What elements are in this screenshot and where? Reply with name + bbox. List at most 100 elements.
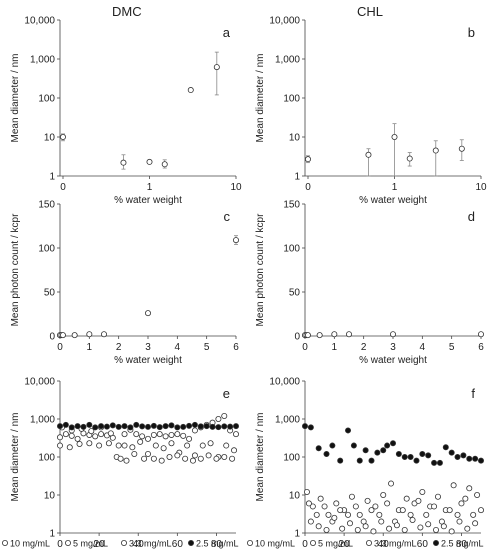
x-tick-label: 3 bbox=[390, 342, 396, 353]
data-point bbox=[466, 455, 473, 462]
series-data bbox=[304, 123, 465, 177]
data-point bbox=[66, 444, 73, 451]
legend-marker bbox=[432, 540, 439, 547]
data-point bbox=[137, 438, 144, 445]
data-point bbox=[323, 450, 330, 457]
data-point bbox=[187, 87, 194, 94]
legend-label: 10 mg/mL bbox=[10, 539, 50, 549]
data-point bbox=[161, 161, 168, 168]
data-point bbox=[425, 521, 432, 528]
x-tick-label: 80 bbox=[456, 539, 468, 550]
data-point bbox=[86, 421, 93, 428]
data-point bbox=[425, 452, 432, 459]
x-tick-label: 0 bbox=[60, 182, 66, 193]
data-point bbox=[431, 459, 438, 466]
data-point bbox=[68, 432, 75, 439]
x-tick-label: 5 bbox=[449, 342, 455, 353]
series-2-5-mg-ml bbox=[301, 423, 484, 466]
data-point bbox=[456, 518, 463, 525]
legend-marker bbox=[65, 540, 72, 547]
y-tick-label: 100 bbox=[283, 453, 300, 464]
data-point bbox=[144, 435, 151, 442]
data-point bbox=[133, 431, 140, 438]
y-tick-label: 10,000 bbox=[24, 377, 55, 388]
column-title-dmc: DMC bbox=[112, 4, 142, 19]
data-point bbox=[203, 423, 210, 430]
data-point bbox=[121, 423, 128, 430]
data-point bbox=[321, 503, 328, 510]
data-point bbox=[450, 482, 457, 489]
x-tick-label: 10 bbox=[230, 182, 242, 193]
data-point bbox=[331, 331, 338, 338]
data-point bbox=[477, 507, 484, 514]
column-title-chl: CHL bbox=[357, 4, 384, 19]
x-tick-label: 1 bbox=[147, 182, 153, 193]
data-point bbox=[120, 159, 127, 166]
series-data bbox=[301, 331, 484, 339]
data-point bbox=[127, 424, 134, 431]
data-point bbox=[229, 455, 236, 462]
data-point bbox=[199, 442, 206, 449]
legend-label: 10 mg/mL bbox=[255, 539, 295, 549]
y-tick-label: 50 bbox=[289, 288, 301, 299]
x-tick-label: 2 bbox=[361, 342, 367, 353]
data-point bbox=[462, 495, 469, 502]
data-point bbox=[337, 457, 344, 464]
y-tick-label: 1,000 bbox=[30, 55, 55, 66]
y-tick-label: 10 bbox=[44, 491, 56, 502]
data-point bbox=[348, 493, 355, 500]
data-point bbox=[68, 424, 75, 431]
data-point bbox=[121, 442, 128, 449]
data-point bbox=[403, 495, 410, 502]
data-point bbox=[401, 453, 408, 460]
data-point bbox=[57, 434, 64, 441]
data-point bbox=[57, 442, 64, 449]
data-point bbox=[384, 442, 391, 449]
data-point bbox=[232, 237, 239, 244]
data-point bbox=[232, 423, 239, 430]
x-tick-label: 20 bbox=[339, 539, 351, 550]
y-tick-label: 0 bbox=[294, 332, 300, 343]
data-point bbox=[71, 332, 78, 339]
data-point bbox=[174, 424, 181, 431]
y-tick-label: 10,000 bbox=[269, 16, 300, 27]
data-point bbox=[197, 423, 204, 430]
data-point bbox=[316, 332, 323, 339]
x-tick-label: 4 bbox=[420, 342, 426, 353]
data-point bbox=[150, 431, 157, 438]
data-point bbox=[180, 432, 187, 439]
data-point bbox=[454, 453, 461, 460]
data-point bbox=[160, 445, 167, 452]
x-tick-label: 0 bbox=[57, 539, 63, 550]
y-tick-label: 10,000 bbox=[24, 16, 55, 27]
data-point bbox=[352, 503, 359, 510]
data-point bbox=[174, 452, 181, 459]
y-tick-label: 1 bbox=[49, 529, 55, 540]
legend-label: 5 mg/mL bbox=[73, 539, 108, 549]
y-axis-label: Mean diameter / nm bbox=[255, 54, 266, 143]
data-point bbox=[307, 518, 314, 525]
series-data bbox=[60, 51, 220, 170]
data-point bbox=[419, 450, 426, 457]
legend-label: 3.3 mg/mL bbox=[129, 539, 172, 549]
data-point bbox=[384, 500, 391, 507]
data-point bbox=[150, 422, 157, 429]
data-point bbox=[448, 528, 455, 535]
chart-c: 0 50 100 150 0 1 2 3 4 5 6 % water weight Mean photo… bbox=[10, 200, 239, 367]
data-point bbox=[354, 526, 361, 533]
x-tick-label: 2 bbox=[116, 342, 122, 353]
y-tick-label: 100 bbox=[38, 453, 55, 464]
data-point bbox=[168, 440, 175, 447]
data-point bbox=[221, 453, 228, 460]
x-tick-label: 60 bbox=[417, 539, 429, 550]
data-point bbox=[101, 331, 108, 338]
data-point bbox=[156, 424, 163, 431]
y-tick-label: 10 bbox=[289, 491, 301, 502]
x-tick-label: 5 bbox=[204, 342, 210, 353]
data-point bbox=[221, 412, 228, 419]
data-point bbox=[213, 455, 220, 462]
data-point bbox=[129, 444, 136, 451]
